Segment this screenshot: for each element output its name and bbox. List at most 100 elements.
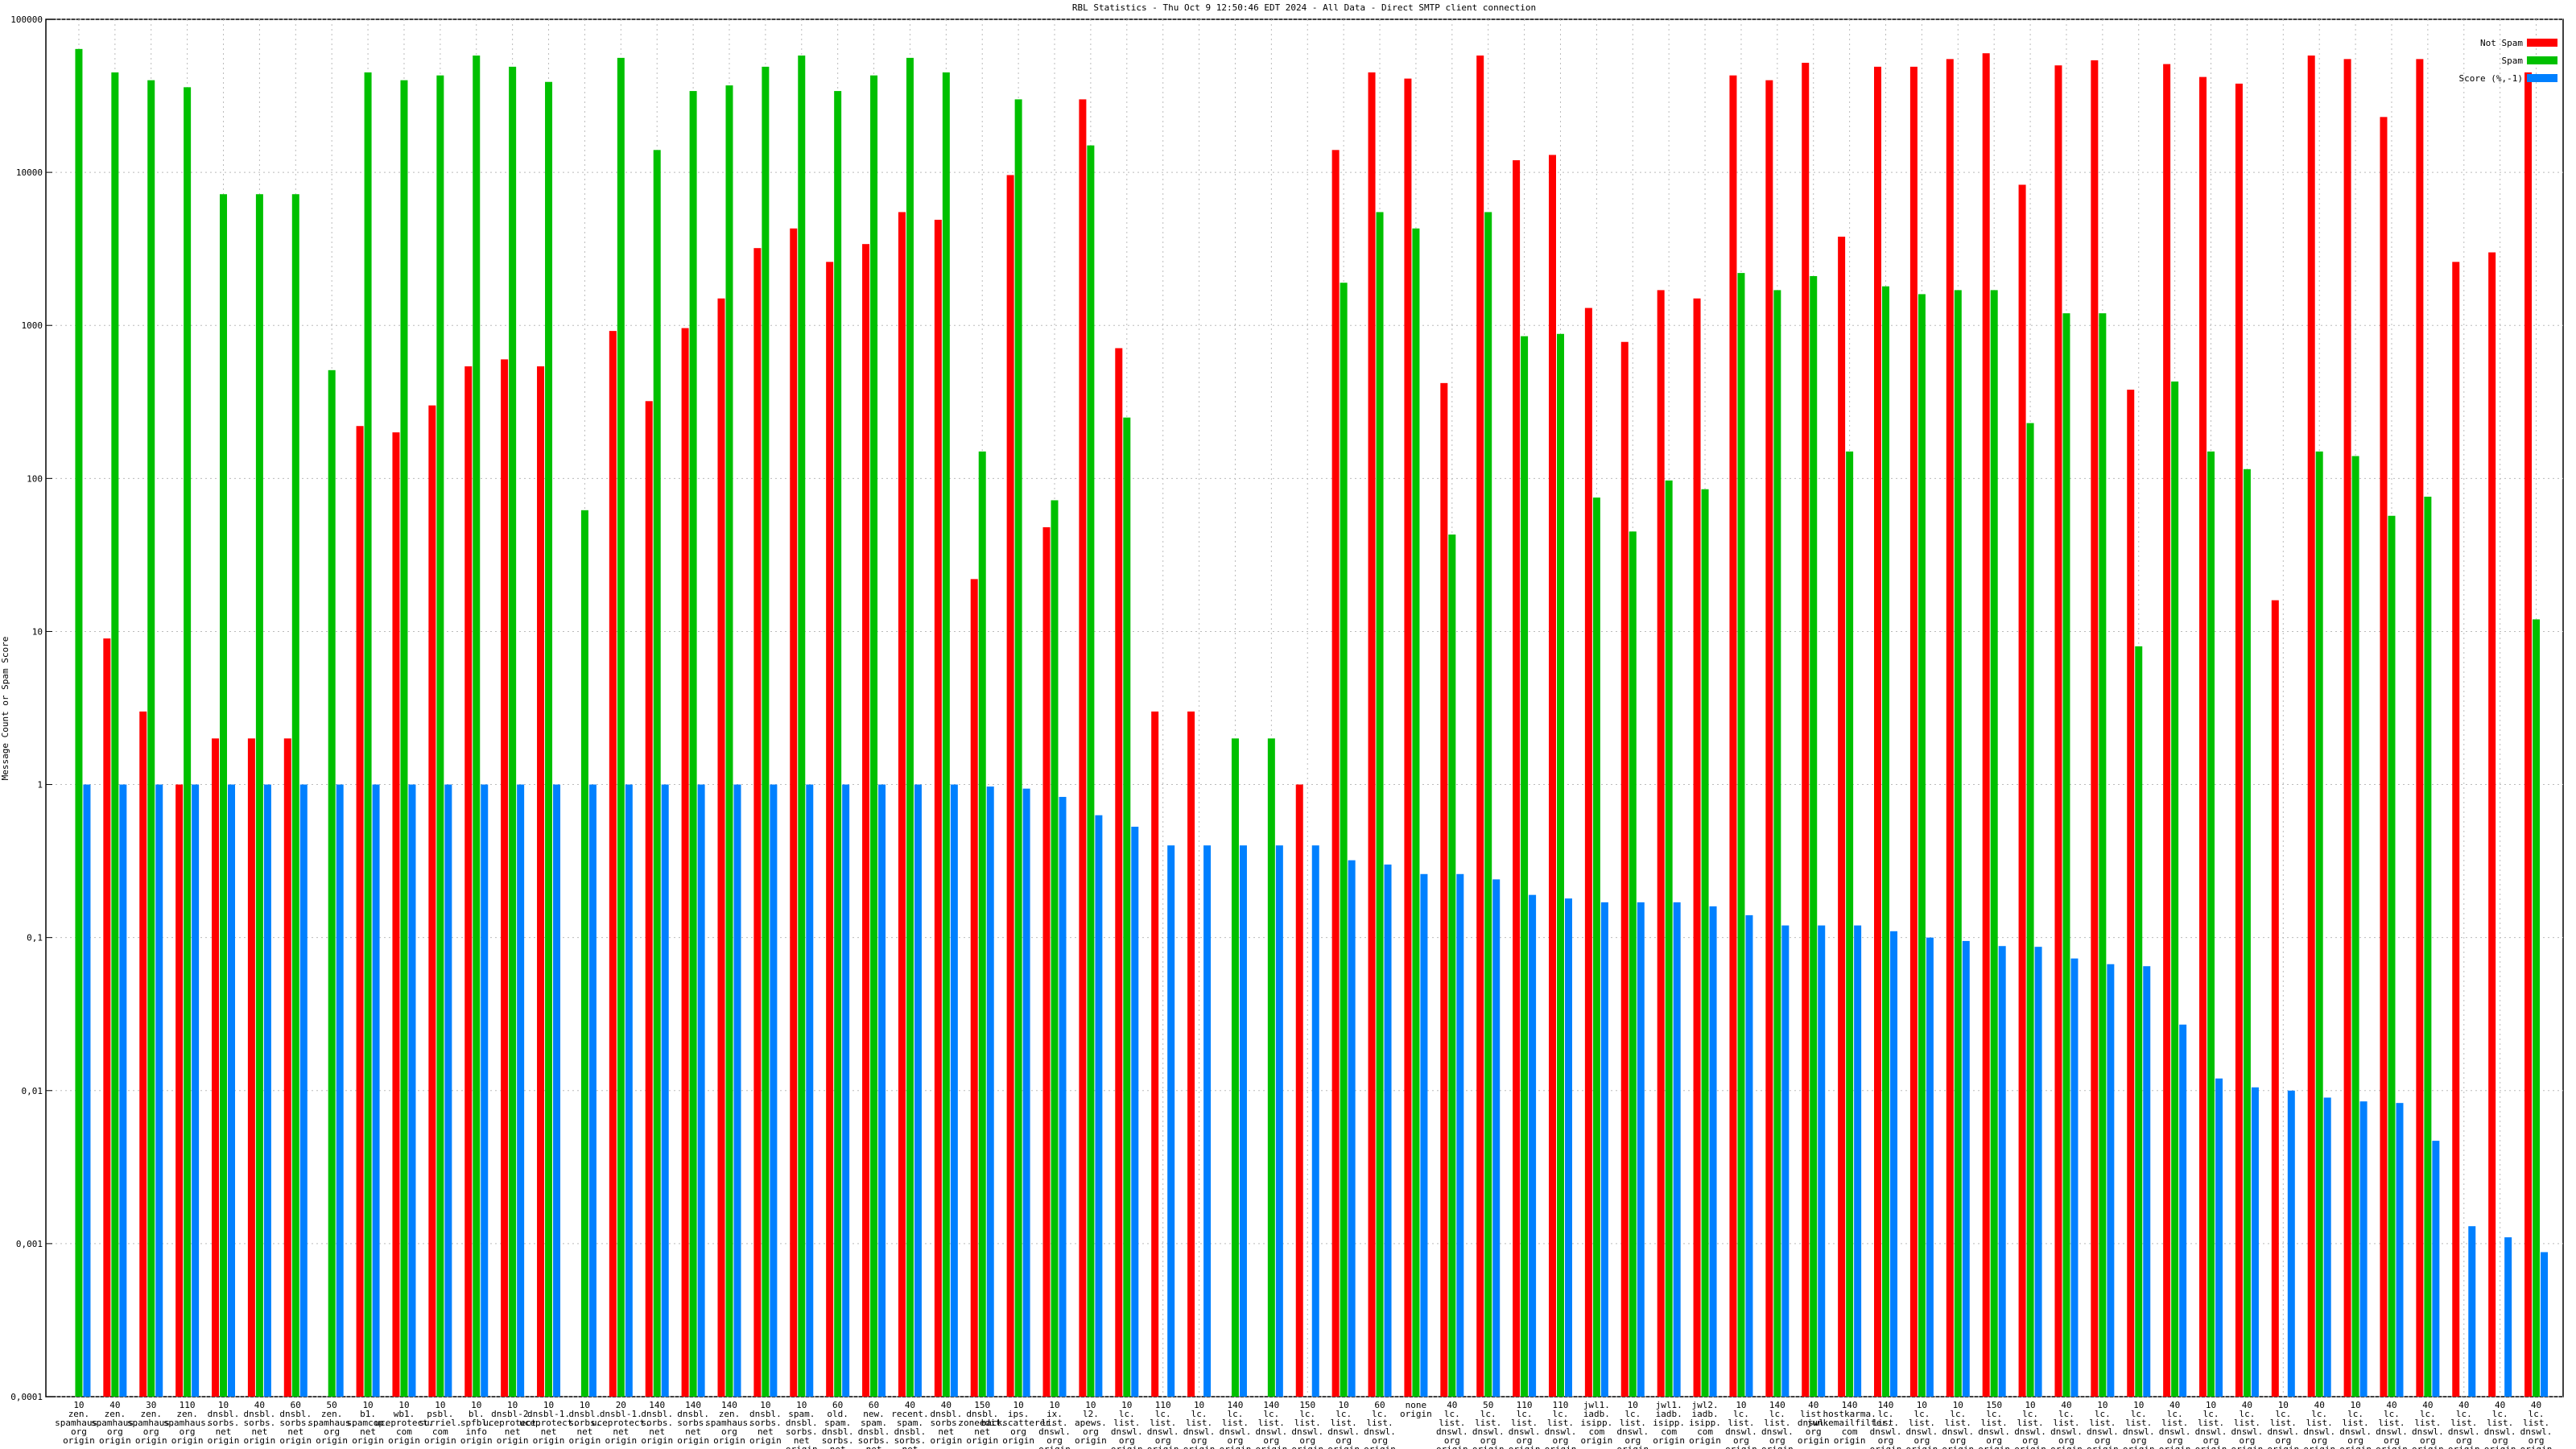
x-tick-label-line: dnswl. (1436, 1426, 1468, 1437)
x-tick-label-line: list. (1222, 1418, 1249, 1428)
bar (1042, 526, 1051, 1397)
bar (553, 784, 561, 1397)
x-tick-label-line: lc. (1517, 1409, 1533, 1419)
x-tick-label-line: 10 (1013, 1400, 1023, 1410)
x-tick-label-line: org (1046, 1435, 1063, 1446)
bar (1909, 66, 1918, 1397)
bar (2424, 496, 2432, 1397)
bar (1946, 59, 1954, 1397)
bar (970, 579, 978, 1397)
x-tick-label-line: lc. (2239, 1409, 2255, 1419)
x-tick-label-line: origin (1472, 1444, 1505, 1449)
x-tick-label-line: origin (135, 1435, 167, 1446)
bar (2416, 59, 2424, 1397)
x-tick-label-line: 140 (1878, 1400, 1894, 1410)
x-tick-label-line: origin (352, 1435, 384, 1446)
x-tick-label-line: list. (1909, 1418, 1935, 1428)
x-tick-label-line: 10 (73, 1400, 84, 1410)
x-tick-label-line: iadb. (1656, 1409, 1682, 1419)
x-tick-label-line: origin (1906, 1444, 1938, 1449)
x-tick-label-line: dnswl. (2087, 1426, 2119, 1437)
x-tick-label-line: 40 (2169, 1400, 2180, 1410)
x-tick-label: 10 l2. apews. org origin (1075, 1400, 1107, 1446)
x-tick-label-line: 10 (543, 1400, 554, 1410)
x-tick-label-line: lc. (2456, 1409, 2472, 1419)
bar (770, 784, 778, 1397)
bar (2541, 1252, 2549, 1397)
x-tick-label-line: origin (713, 1435, 745, 1446)
x-tick-label-line: dnswl. (2520, 1426, 2553, 1437)
legend-label: Score (%,-1) (2459, 73, 2523, 84)
x-tick-label-line: origin (1725, 1444, 1757, 1449)
x-tick-label-line: org (1913, 1435, 1930, 1446)
x-tick-label-line: org (324, 1426, 340, 1437)
bar (2323, 1097, 2331, 1397)
x-tick-label-line: lc. (2529, 1409, 2545, 1419)
x-tick-label-line: net (974, 1426, 990, 1437)
x-tick-label-line: net (866, 1444, 882, 1449)
x-tick-label-line: lc. (2420, 1409, 2436, 1419)
bar (2070, 958, 2079, 1397)
x-tick-label-line: org (1480, 1435, 1496, 1446)
x-tick-label: 10 dnsbl. sorbs. net origin (749, 1400, 782, 1446)
bar (1331, 150, 1340, 1397)
x-tick-label-line: spam. (897, 1418, 923, 1428)
x-tick-label-line: dnswl. (1545, 1426, 1577, 1437)
bar (1203, 845, 1212, 1397)
bar (790, 228, 798, 1397)
x-tick-label-line: isipp. (1581, 1418, 1613, 1428)
bar (1051, 500, 1059, 1397)
x-tick-label-line: org (1335, 1435, 1352, 1446)
x-tick-label-line: spamhaus. (308, 1418, 356, 1428)
y-tick-label: 1 (37, 780, 43, 791)
bar (2171, 381, 2179, 1397)
x-tick-label-line: org (1878, 1435, 1894, 1446)
legend-label: Spam (2502, 56, 2524, 66)
x-tick-label-line: 10 (2206, 1400, 2216, 1410)
x-tick-label-line: list. (2306, 1418, 2333, 1428)
x-tick-label-line: net (758, 1426, 774, 1437)
bar (1440, 382, 1448, 1397)
x-tick-label-line: dnswl. (1255, 1426, 1287, 1437)
bar (1448, 535, 1456, 1397)
x-tick-label-line: sorbs. (569, 1418, 601, 1428)
x-tick-label-line: list. (1366, 1418, 1393, 1428)
x-tick-label-line: lc. (2058, 1409, 2074, 1419)
x-tick-label-line: origin (677, 1435, 709, 1446)
x-tick-label-line: org (1950, 1435, 1966, 1446)
bar (436, 75, 444, 1397)
bar (1918, 294, 1926, 1397)
x-tick-label-line: dnsbl. (966, 1409, 998, 1419)
x-tick-label-line: lc. (1913, 1409, 1930, 1419)
x-tick-label: jwl1. iadb. isipp. com origin (1581, 1400, 1613, 1446)
bar (1384, 864, 1392, 1397)
bar (537, 366, 545, 1397)
x-tick-label-line: list. (2161, 1418, 2188, 1428)
bar (588, 784, 597, 1397)
x-tick-label-line: recent. (891, 1409, 928, 1419)
x-tick-label-line: 150 (974, 1400, 990, 1410)
x-tick-label-line: bl. (469, 1409, 485, 1419)
bar (481, 784, 489, 1397)
bar (1709, 906, 1717, 1397)
bar (2533, 619, 2541, 1397)
x-tick-label-line: 110 (180, 1400, 196, 1410)
x-tick-label-line: 40 (1447, 1400, 1457, 1410)
x-tick-label-line: lc. (2275, 1409, 2291, 1419)
x-tick-label-line: 40 (2242, 1400, 2252, 1410)
x-tick-label-line: org (2058, 1435, 2074, 1446)
x-tick-label-line: 40 (1808, 1400, 1818, 1410)
bar (1420, 873, 1428, 1397)
bar (1492, 879, 1501, 1397)
x-tick-label-line: 110 (1553, 1400, 1569, 1410)
x-tick-label-line: iadb. (1583, 1409, 1610, 1419)
bar (1998, 946, 2006, 1397)
bar (1729, 75, 1737, 1397)
x-tick-label-line: dnswl. (1364, 1426, 1396, 1437)
bar (175, 784, 184, 1397)
x-tick-label: 140 dnsbl. sorbs. net origin (677, 1400, 709, 1446)
bar (625, 784, 633, 1397)
